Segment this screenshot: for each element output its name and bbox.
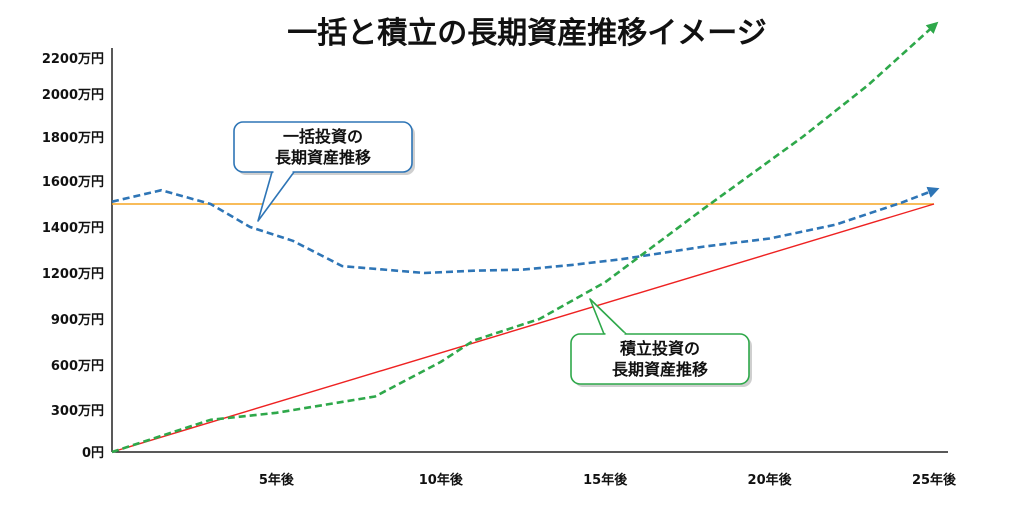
callout-tail <box>257 171 295 222</box>
callout-text-line: 積立投資の <box>619 339 700 358</box>
y-tick-label: 300万円 <box>51 404 104 419</box>
y-tick-label: 2000万円 <box>42 88 104 103</box>
series-line-lump-sum <box>111 186 940 275</box>
x-tick-label: 5年後 <box>259 472 295 488</box>
y-tick-label: 600万円 <box>51 359 104 374</box>
y-tick-label: 1600万円 <box>42 175 104 190</box>
y-tick-label: 0円 <box>82 446 104 461</box>
callout-box <box>570 333 750 385</box>
series-line-installment <box>111 21 939 454</box>
callout-text-line: 長期資産推移 <box>275 148 371 167</box>
axes <box>111 48 948 453</box>
series-line-installment-principal <box>111 203 935 453</box>
y-tick-label: 2200万円 <box>42 52 104 67</box>
y-tick-labels: 0円 300万円 600万円 900万円 1200万円 1400万円 1600万円 1800万… <box>42 52 104 461</box>
callout-tail <box>589 298 627 335</box>
x-tick-label: 20年後 <box>748 472 793 488</box>
x-tick-label: 25年後 <box>912 472 957 488</box>
chart-title: 一括と積立の長期資産推移イメージ <box>287 16 766 51</box>
callout-text-line: 一括投資の <box>283 127 363 146</box>
y-tick-label: 1400万円 <box>42 221 104 236</box>
x-tick-label: 15年後 <box>583 472 628 488</box>
x-tick-label: 10年後 <box>419 472 464 488</box>
callout-text-line: 長期資産推移 <box>612 360 708 379</box>
y-tick-label: 1200万円 <box>42 267 104 282</box>
y-tick-label: 900万円 <box>51 313 104 328</box>
x-tick-labels: 5年後 10年後 15年後 20年後 25年後 <box>259 472 957 488</box>
callout-box <box>233 121 413 173</box>
y-tick-label: 1800万円 <box>42 131 104 146</box>
series-lines <box>111 21 940 454</box>
